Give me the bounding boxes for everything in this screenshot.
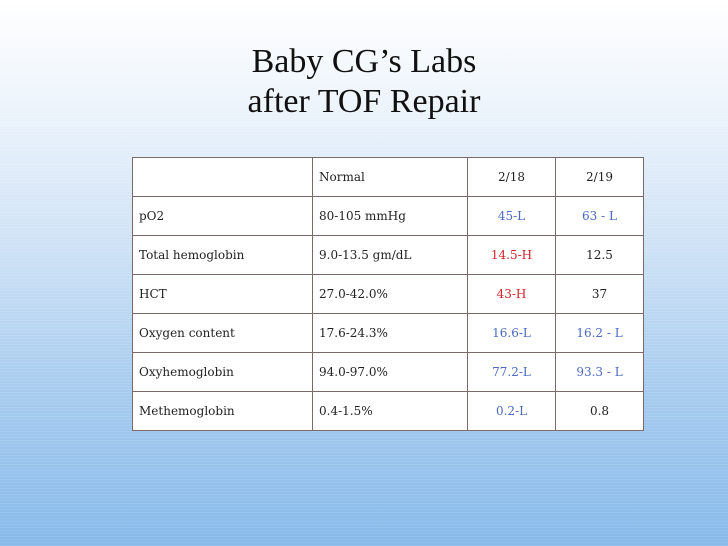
normal-range-cell: 94.0-97.0% <box>312 352 468 392</box>
title-line-2: after TOF Repair <box>247 83 481 120</box>
header-cell-normal: Normal <box>312 157 468 197</box>
value-cell-date-2: 63 - L <box>555 196 644 236</box>
test-name-cell: Total hemoglobin <box>132 235 313 275</box>
normal-range-cell: 27.0-42.0% <box>312 274 468 314</box>
value-cell-date-1: 14.5-H <box>467 235 556 275</box>
table-row: Total hemoglobin 9.0-13.5 gm/dL 14.5-H 1… <box>132 235 644 275</box>
value-cell-date-1: 45-L <box>467 196 556 236</box>
test-name-cell: HCT <box>132 274 313 314</box>
value-cell-date-1: 77.2-L <box>467 352 556 392</box>
labs-table: Normal 2/18 2/19 pO2 80-105 mmHg 45-L 63… <box>132 157 644 431</box>
header-cell-date-2: 2/19 <box>555 157 644 197</box>
value-cell-date-1: 0.2-L <box>467 391 556 431</box>
test-name-cell: pO2 <box>132 196 313 236</box>
title-line-1: Baby CG’s Labs <box>251 43 477 80</box>
slide-title: Baby CG’s Labs after TOF Repair <box>0 42 728 122</box>
header-cell-date-1: 2/18 <box>467 157 556 197</box>
table-row: Methemoglobin 0.4-1.5% 0.2-L 0.8 <box>132 391 644 431</box>
normal-range-cell: 80-105 mmHg <box>312 196 468 236</box>
value-cell-date-2: 37 <box>555 274 644 314</box>
table-row: HCT 27.0-42.0% 43-H 37 <box>132 274 644 314</box>
table-row: pO2 80-105 mmHg 45-L 63 - L <box>132 196 644 236</box>
value-cell-date-2: 93.3 - L <box>555 352 644 392</box>
value-cell-date-2: 0.8 <box>555 391 644 431</box>
header-cell-test <box>132 157 313 197</box>
table-row: Oxyhemoglobin 94.0-97.0% 77.2-L 93.3 - L <box>132 352 644 392</box>
value-cell-date-1: 43-H <box>467 274 556 314</box>
table-header-row: Normal 2/18 2/19 <box>132 157 644 197</box>
normal-range-cell: 0.4-1.5% <box>312 391 468 431</box>
test-name-cell: Methemoglobin <box>132 391 313 431</box>
value-cell-date-2: 16.2 - L <box>555 313 644 353</box>
value-cell-date-1: 16.6-L <box>467 313 556 353</box>
test-name-cell: Oxyhemoglobin <box>132 352 313 392</box>
value-cell-date-2: 12.5 <box>555 235 644 275</box>
test-name-cell: Oxygen content <box>132 313 313 353</box>
normal-range-cell: 9.0-13.5 gm/dL <box>312 235 468 275</box>
normal-range-cell: 17.6-24.3% <box>312 313 468 353</box>
table-row: Oxygen content 17.6-24.3% 16.6-L 16.2 - … <box>132 313 644 353</box>
